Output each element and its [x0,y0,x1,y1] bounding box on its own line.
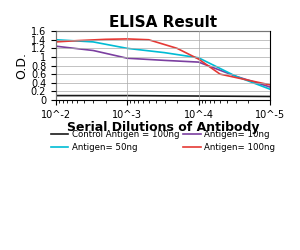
Antigen= 50ng [163,51,166,54]
Antigen= 10ng [163,59,166,62]
Antigen= 100ng [175,47,179,50]
Antigen= 50ng [197,56,200,59]
Line: Antigen= 100ng: Antigen= 100ng [56,39,270,85]
Control Antigen = 100ng [197,94,200,98]
Antigen= 100ng [54,40,58,43]
Antigen= 50ng [125,47,129,50]
Line: Antigen= 10ng: Antigen= 10ng [56,46,270,87]
X-axis label: Serial Dilutions of Antibody: Serial Dilutions of Antibody [67,121,259,134]
Antigen= 100ng [218,72,222,76]
Antigen= 50ng [54,38,58,41]
Control Antigen = 100ng [268,95,272,98]
Antigen= 50ng [234,75,238,78]
Antigen= 10ng [268,86,272,88]
Antigen= 10ng [234,75,238,78]
Control Antigen = 100ng [125,94,129,97]
Antigen= 100ng [125,38,129,40]
Legend: Control Antigen = 100ng, Antigen= 50ng, Antigen= 10ng, Antigen= 100ng: Control Antigen = 100ng, Antigen= 50ng, … [47,126,278,156]
Control Antigen = 100ng [54,94,58,97]
Title: ELISA Result: ELISA Result [109,15,217,30]
Antigen= 100ng [268,83,272,86]
Antigen= 100ng [104,38,107,41]
Antigen= 50ng [268,88,272,91]
Antigen= 10ng [125,57,129,60]
Antigen= 10ng [197,60,200,64]
Antigen= 50ng [92,40,95,43]
Antigen= 100ng [197,58,200,60]
Antigen= 10ng [54,45,58,48]
Y-axis label: O.D.: O.D. [15,52,28,79]
Line: Antigen= 50ng: Antigen= 50ng [56,40,270,89]
Antigen= 100ng [147,38,151,41]
Antigen= 10ng [92,49,95,52]
Antigen= 100ng [76,39,79,42]
